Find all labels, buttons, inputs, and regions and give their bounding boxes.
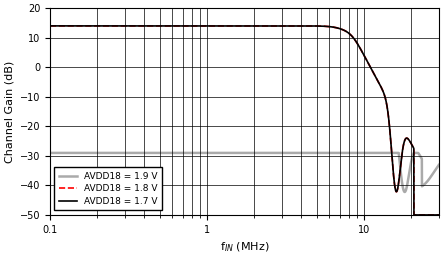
AVDD18 = 1.9 V [436, 163, 442, 166]
AVDD18 = 1.9 V [429, 174, 434, 178]
AVDD18 = 1.7 V [436, 213, 442, 216]
AVDD18 = 1.8 V [47, 24, 53, 27]
AVDD18 = 1.7 V [196, 24, 202, 27]
AVDD18 = 1.8 V [115, 24, 120, 27]
AVDD18 = 1.8 V [196, 24, 202, 27]
Y-axis label: Channel Gain (dB): Channel Gain (dB) [4, 60, 14, 163]
Line: AVDD18 = 1.8 V: AVDD18 = 1.8 V [50, 26, 439, 215]
AVDD18 = 1.9 V [92, 151, 97, 155]
AVDD18 = 1.8 V [213, 24, 218, 27]
AVDD18 = 1.8 V [387, 123, 392, 126]
AVDD18 = 1.7 V [213, 24, 218, 27]
AVDD18 = 1.7 V [429, 213, 434, 216]
AVDD18 = 1.7 V [92, 24, 97, 27]
AVDD18 = 1.7 V [387, 123, 392, 126]
AVDD18 = 1.9 V [402, 190, 408, 194]
Line: AVDD18 = 1.7 V: AVDD18 = 1.7 V [50, 26, 439, 215]
AVDD18 = 1.9 V [115, 151, 120, 155]
AVDD18 = 1.8 V [429, 213, 434, 216]
AVDD18 = 1.7 V [411, 213, 416, 216]
AVDD18 = 1.8 V [92, 24, 97, 27]
AVDD18 = 1.9 V [196, 151, 202, 155]
AVDD18 = 1.8 V [411, 213, 416, 216]
X-axis label: f$_{IN}$ (MHz): f$_{IN}$ (MHz) [220, 240, 269, 254]
AVDD18 = 1.9 V [47, 151, 53, 155]
AVDD18 = 1.8 V [436, 213, 442, 216]
Line: AVDD18 = 1.9 V: AVDD18 = 1.9 V [50, 153, 439, 192]
AVDD18 = 1.9 V [387, 151, 392, 155]
AVDD18 = 1.7 V [115, 24, 120, 27]
AVDD18 = 1.9 V [213, 151, 218, 155]
AVDD18 = 1.7 V [47, 24, 53, 27]
Legend: AVDD18 = 1.9 V, AVDD18 = 1.8 V, AVDD18 = 1.7 V: AVDD18 = 1.9 V, AVDD18 = 1.8 V, AVDD18 =… [54, 167, 162, 211]
